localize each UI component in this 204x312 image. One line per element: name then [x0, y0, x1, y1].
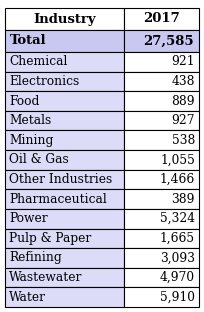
Text: 1,665: 1,665	[160, 232, 195, 245]
Bar	[124, 228, 199, 248]
Text: Pulp & Paper: Pulp & Paper	[9, 232, 91, 245]
Bar	[5, 30, 124, 52]
Text: Chemical: Chemical	[9, 55, 67, 68]
Text: 927: 927	[172, 114, 195, 127]
Bar	[124, 287, 199, 307]
Text: Mining: Mining	[9, 134, 53, 147]
Text: Metals: Metals	[9, 114, 51, 127]
Bar	[5, 268, 124, 287]
Bar	[5, 287, 124, 307]
Bar	[5, 8, 124, 30]
Text: 2017: 2017	[143, 12, 180, 26]
Text: 1,466: 1,466	[160, 173, 195, 186]
Text: Other Industries: Other Industries	[9, 173, 112, 186]
Bar	[124, 209, 199, 228]
Bar	[5, 72, 124, 91]
Bar	[5, 91, 124, 111]
Text: Refining: Refining	[9, 251, 62, 265]
Text: Oil & Gas: Oil & Gas	[9, 154, 69, 166]
Text: 538: 538	[172, 134, 195, 147]
Bar	[124, 91, 199, 111]
Text: Water: Water	[9, 291, 46, 304]
Bar	[124, 111, 199, 130]
Text: 389: 389	[172, 193, 195, 206]
Text: Electronics: Electronics	[9, 75, 79, 88]
Bar	[124, 189, 199, 209]
Bar	[124, 268, 199, 287]
Text: 889: 889	[171, 95, 195, 108]
Text: 5,910: 5,910	[160, 291, 195, 304]
Bar	[124, 130, 199, 150]
Text: 4,970: 4,970	[160, 271, 195, 284]
Bar	[124, 150, 199, 170]
Bar	[124, 72, 199, 91]
Bar	[5, 52, 124, 72]
Text: 5,324: 5,324	[160, 212, 195, 225]
Text: Industry: Industry	[33, 12, 96, 26]
Text: 3,093: 3,093	[160, 251, 195, 265]
Text: Food: Food	[9, 95, 39, 108]
Text: Pharmaceutical: Pharmaceutical	[9, 193, 107, 206]
Text: Total: Total	[10, 35, 47, 47]
Bar	[124, 52, 199, 72]
Bar	[5, 248, 124, 268]
Text: Power: Power	[9, 212, 48, 225]
Bar	[5, 111, 124, 130]
Bar	[5, 150, 124, 170]
Bar	[5, 189, 124, 209]
Bar	[5, 170, 124, 189]
Text: 27,585: 27,585	[143, 35, 194, 47]
Bar	[124, 8, 199, 30]
Bar	[124, 170, 199, 189]
Text: Wastewater: Wastewater	[9, 271, 82, 284]
Bar	[5, 228, 124, 248]
Bar	[124, 30, 199, 52]
Bar	[124, 248, 199, 268]
Bar	[5, 209, 124, 228]
Text: 438: 438	[172, 75, 195, 88]
Text: 1,055: 1,055	[160, 154, 195, 166]
Bar	[5, 130, 124, 150]
Text: 921: 921	[172, 55, 195, 68]
